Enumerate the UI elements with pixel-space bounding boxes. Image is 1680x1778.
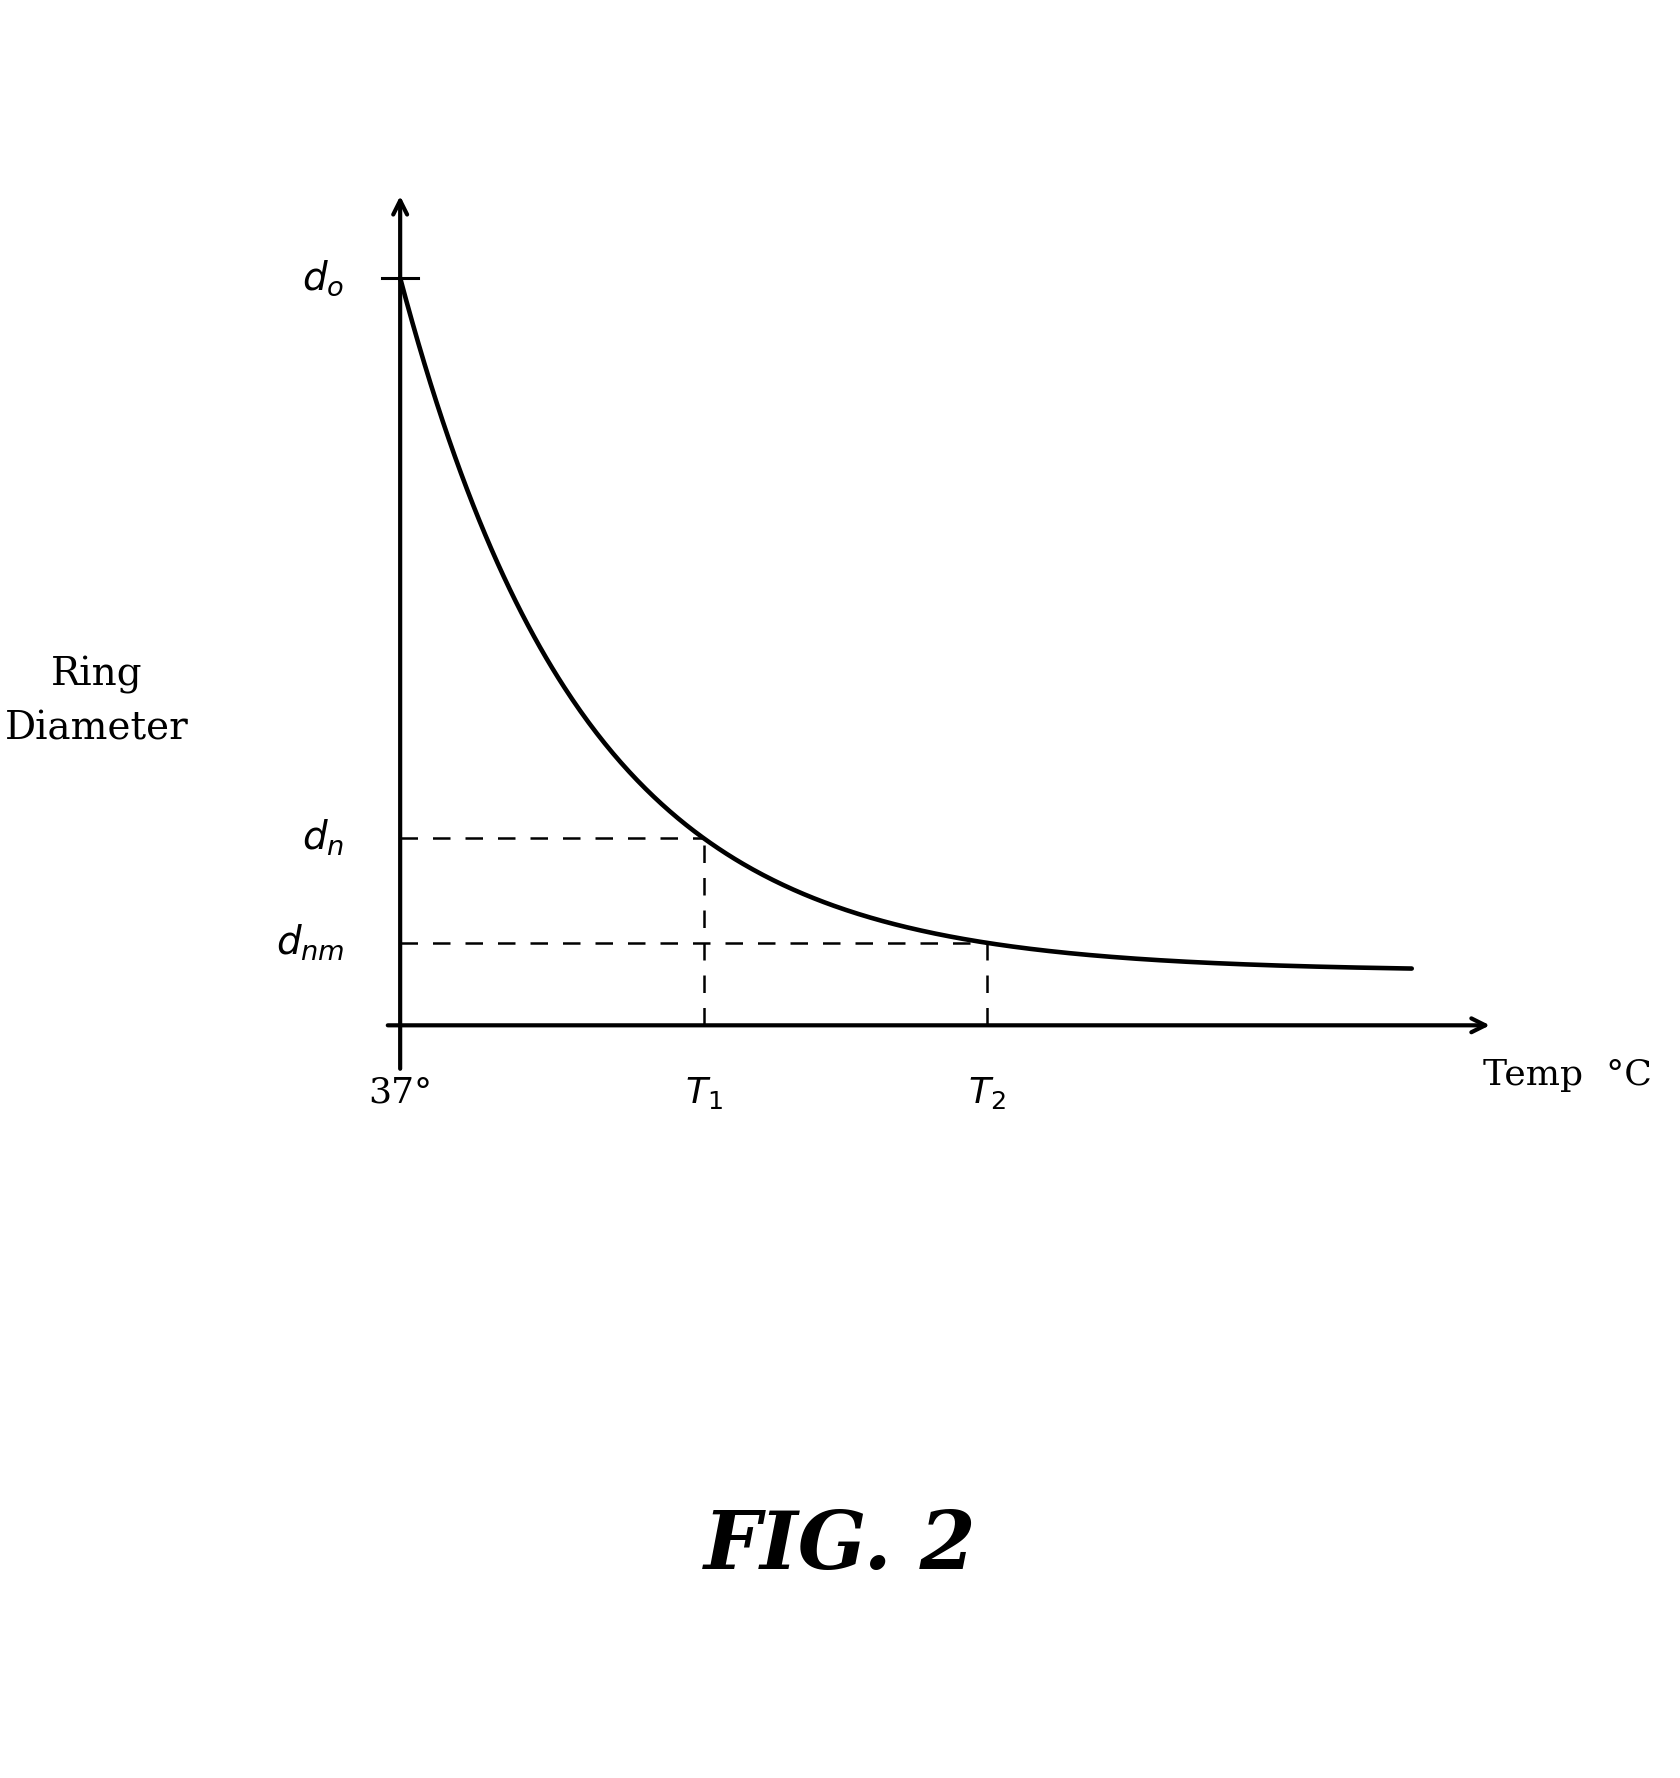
Text: $d_o$: $d_o$ xyxy=(302,258,344,297)
Text: $d_n$: $d_n$ xyxy=(302,818,344,859)
Text: 37°: 37° xyxy=(368,1076,432,1109)
Text: $d_{nm}$: $d_{nm}$ xyxy=(276,923,344,964)
Text: $T_2$: $T_2$ xyxy=(968,1076,1005,1111)
Text: Temp  °C: Temp °C xyxy=(1482,1058,1650,1092)
Text: FIG. 2: FIG. 2 xyxy=(704,1508,976,1586)
Text: Ring
Diameter: Ring Diameter xyxy=(5,656,188,749)
Text: $T_1$: $T_1$ xyxy=(684,1076,722,1111)
